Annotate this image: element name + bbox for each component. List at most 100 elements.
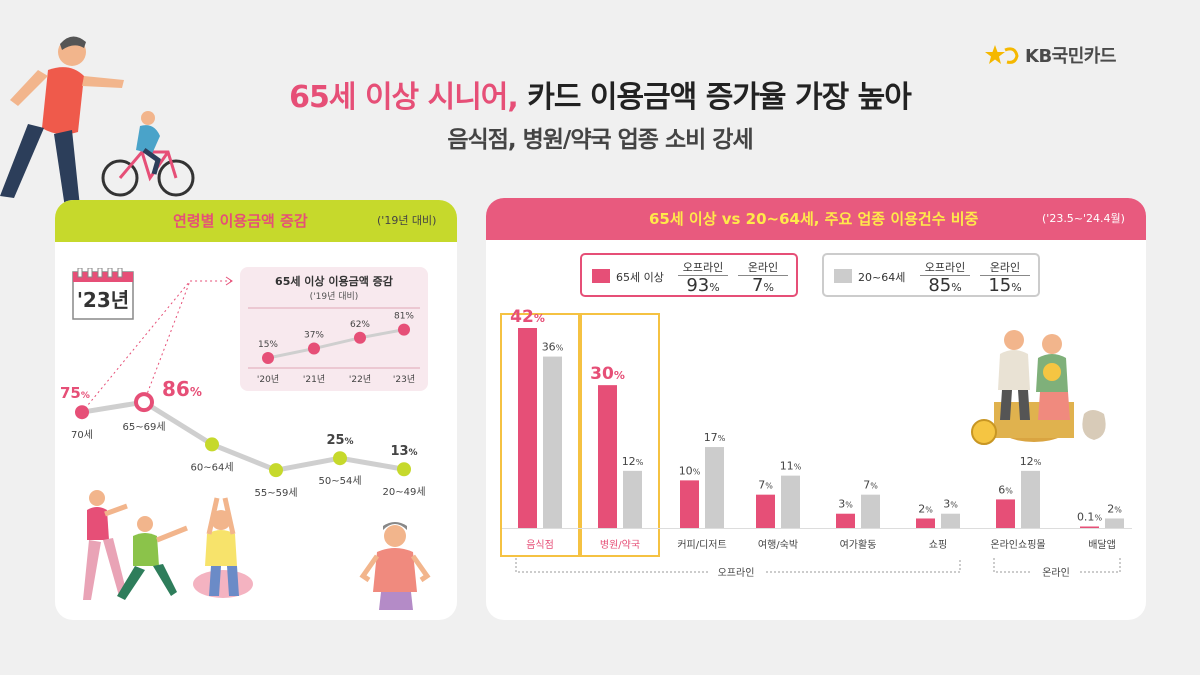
age-value-label: 25% xyxy=(326,433,353,448)
bar-senior-label: 7% xyxy=(758,479,773,492)
leader-arrow-icon xyxy=(225,276,233,286)
bar-senior xyxy=(756,494,775,528)
cyclist-illustration xyxy=(101,111,195,197)
age-point xyxy=(134,392,154,413)
bar-young xyxy=(861,494,880,528)
age-category-label: 60~64세 xyxy=(190,461,233,473)
legend-senior-offline-value: 93% xyxy=(686,275,720,296)
inset-point xyxy=(398,323,410,336)
legend-young-offline-value: 85% xyxy=(928,275,962,296)
bar-senior-label: 42% xyxy=(510,307,545,327)
inset-value-label: 15% xyxy=(258,340,278,350)
age-category-label: 55~59세 xyxy=(254,487,297,499)
age-category-label: 65~69세 xyxy=(122,421,165,433)
legend-senior: 65세 이상 오프라인 93% 온라인 7% xyxy=(580,253,798,297)
industry-bar-chart: 42% 36% 음식점 30% 12% 병원/약국 10% 17% 커피/디저트 7% 11% 여행/… xyxy=(500,307,1132,580)
legend-senior-label: 65세 이상 xyxy=(616,271,664,284)
legend-senior-online-head: 온라인 xyxy=(738,259,788,276)
bar-young-label: 3% xyxy=(943,498,958,511)
bar-senior-label: 3% xyxy=(838,498,853,511)
offline-label-bg xyxy=(708,564,764,580)
bar-young xyxy=(781,475,800,528)
title-rest: 카드 이용금액 증가율 가장 높아 xyxy=(517,80,912,115)
page-subtitle: 음식점, 병원/약국 업종 소비 강세 xyxy=(447,127,753,153)
calendar-year: '23년 xyxy=(76,288,130,312)
leader-line-65 xyxy=(143,280,191,403)
legend-young-online-value: 15% xyxy=(988,275,1022,296)
age-category-label: 70세 xyxy=(71,429,93,441)
age-line-chart: 70세 75% 65~69세 86% 60~64세 55~59세 50~54세 25% 20~4… xyxy=(60,276,426,499)
legend-senior-offline-head: 오프라인 xyxy=(678,259,728,276)
industry-panel-title: 65세 이상 vs 20~64세, 주요 업종 이용건수 비중 xyxy=(649,210,979,228)
seniors-exercising-illustration xyxy=(83,490,253,600)
brand-name: KB국민카드 xyxy=(1025,46,1116,67)
legend-senior-online-value: 7% xyxy=(752,275,774,296)
age-value-label: 13% xyxy=(390,444,417,459)
leader-line-70 xyxy=(81,280,232,413)
bar-category-label: 커피/디저트 xyxy=(677,539,726,551)
age-panel-title: 연령별 이용금액 증감 xyxy=(173,212,308,230)
bar-young xyxy=(1105,518,1124,528)
inset-category-label: '21년 xyxy=(303,374,325,385)
senior-couple-illustration xyxy=(971,330,1106,445)
kb-card-logo: KB국민카드 xyxy=(985,40,1155,70)
legend-senior-swatch xyxy=(592,269,610,283)
bar-young-label: 17% xyxy=(704,431,726,444)
highlight-box xyxy=(500,313,580,557)
bar-senior xyxy=(836,513,855,528)
bar-category-label: 온라인쇼핑몰 xyxy=(990,539,1045,551)
highlight-box xyxy=(580,313,660,557)
bar-category-label: 병원/약국 xyxy=(600,539,640,551)
bar-senior xyxy=(518,328,537,528)
age-category-label: 20~49세 xyxy=(382,486,425,498)
inset-point xyxy=(308,342,320,355)
legend-young-swatch xyxy=(834,269,852,283)
age-point xyxy=(333,451,347,466)
bar-young xyxy=(941,513,960,528)
inset-series-line xyxy=(267,328,405,360)
bar-senior-label: 0.1% xyxy=(1077,511,1103,524)
industry-panel-note: ('23.5~'24.4월) xyxy=(1042,212,1125,225)
age-category-label: 50~54세 xyxy=(318,475,361,487)
inset-subtitle: ('19년 대비) xyxy=(309,292,359,302)
bar-young xyxy=(705,447,724,528)
legend-young: 20~64세 오프라인 85% 온라인 15% xyxy=(822,253,1040,297)
bar-senior xyxy=(1080,526,1099,528)
age-value-label: 86% xyxy=(162,377,202,401)
age-value-label: 75% xyxy=(60,384,90,402)
bar-senior xyxy=(598,385,617,528)
inset-point xyxy=(262,352,274,364)
offline-group-label: 오프라인 xyxy=(718,567,755,579)
bar-young-label: 12% xyxy=(622,455,644,468)
bar-young-label: 36% xyxy=(542,341,564,354)
bar-senior-label: 6% xyxy=(998,483,1013,496)
senior-trend-inset: 65세 이상 이용금액 증감 ('19년 대비) xyxy=(240,267,428,391)
inset-category-label: '22년 xyxy=(349,374,371,385)
bar-category-label: 여행/숙박 xyxy=(758,539,798,551)
inset-point xyxy=(354,331,366,344)
bar-senior xyxy=(916,518,935,528)
star-logo-icon xyxy=(985,45,1019,64)
inset-category-label: '23년 xyxy=(393,374,415,385)
calendar-icon: '23년 xyxy=(72,268,134,320)
bar-young-label: 7% xyxy=(863,479,878,492)
legend-young-offline-head: 오프라인 xyxy=(920,259,970,276)
title-accent: 65세 이상 시니어, xyxy=(289,80,519,115)
legend-young-label: 20~64세 xyxy=(858,271,906,284)
age-point xyxy=(205,437,219,452)
bar-category-label: 음식점 xyxy=(526,539,554,551)
bar-young xyxy=(623,470,642,528)
bar-senior xyxy=(996,499,1015,528)
age-series-line xyxy=(81,399,405,473)
inset-value-label: 62% xyxy=(350,320,370,330)
bar-young-label: 2% xyxy=(1107,502,1122,515)
bar-senior-label: 30% xyxy=(590,364,625,384)
bar-senior-label: 10% xyxy=(679,464,701,477)
online-label-bg xyxy=(1032,564,1080,580)
page-title: 65세 이상 시니어, 카드 이용금액 증가율 가장 높아 xyxy=(0,72,1200,116)
bar-young xyxy=(543,356,562,528)
bar-senior-label: 2% xyxy=(918,502,933,515)
age-point xyxy=(75,405,89,420)
bar-category-label: 배달앱 xyxy=(1088,539,1116,551)
inset-value-label: 37% xyxy=(304,331,324,341)
